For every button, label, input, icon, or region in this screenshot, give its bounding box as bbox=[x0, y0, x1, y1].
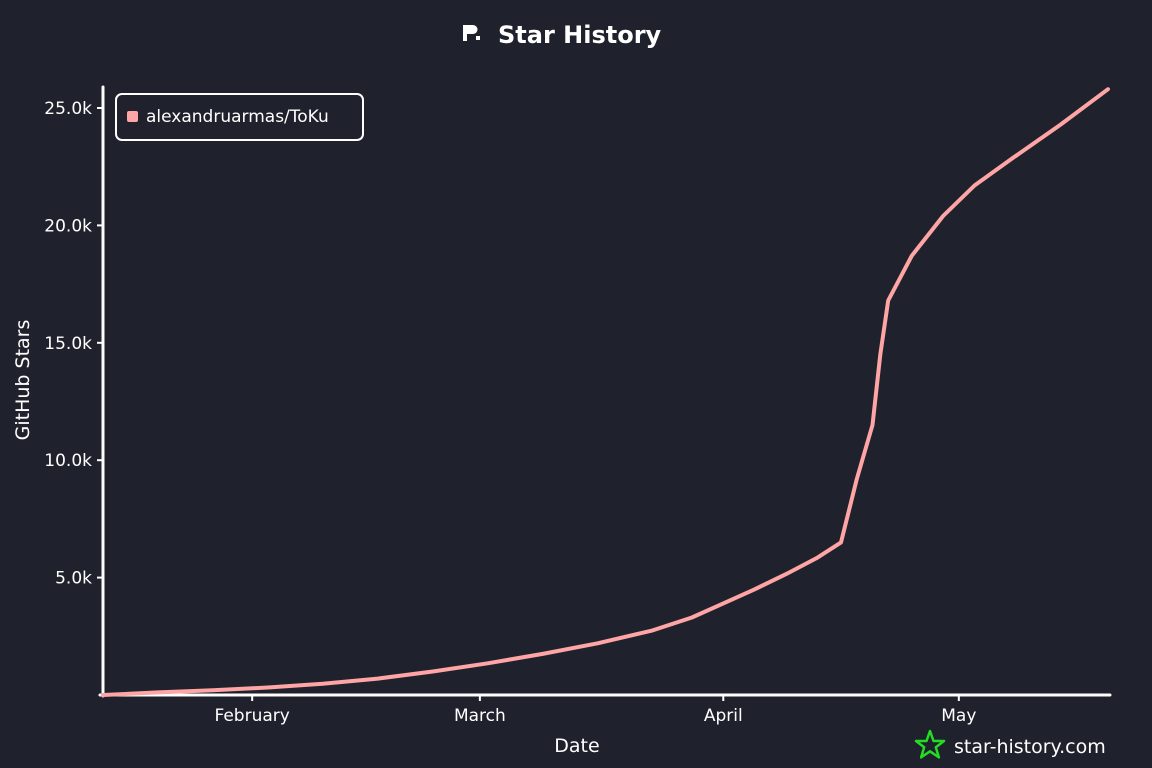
star-outline-icon bbox=[914, 729, 946, 759]
data-point bbox=[941, 214, 945, 218]
y-ticks: 5.0k 10.0k 15.0k 20.0k 25.0k bbox=[44, 99, 103, 589]
data-point bbox=[1059, 122, 1063, 126]
data-point bbox=[156, 690, 160, 694]
data-point bbox=[486, 661, 490, 665]
axes bbox=[98, 85, 1112, 698]
y-tick-label: 5.0k bbox=[55, 569, 92, 589]
y-axis-label: GitHub Stars bbox=[12, 320, 34, 441]
series-layer bbox=[101, 87, 1110, 697]
data-point bbox=[211, 688, 215, 692]
data-point bbox=[101, 693, 105, 697]
x-ticks: February March April May bbox=[215, 695, 976, 726]
data-point bbox=[870, 423, 874, 427]
data-point bbox=[753, 587, 757, 591]
legend: alexandruarmas/ToKu bbox=[115, 93, 364, 141]
data-point bbox=[376, 677, 380, 681]
watermark-text: star-history.com bbox=[954, 736, 1106, 758]
data-point bbox=[815, 556, 819, 560]
data-point bbox=[266, 685, 270, 689]
data-point bbox=[886, 299, 890, 303]
x-tick-label: March bbox=[454, 706, 506, 726]
x-tick-label: February bbox=[215, 706, 290, 726]
data-point bbox=[784, 572, 788, 576]
data-point bbox=[541, 652, 545, 656]
y-tick-label: 25.0k bbox=[44, 99, 92, 119]
data-point bbox=[721, 601, 725, 605]
data-point bbox=[651, 628, 655, 632]
legend-box bbox=[115, 93, 364, 141]
x-axis-label: Date bbox=[554, 735, 599, 757]
data-point bbox=[973, 183, 977, 187]
data-point bbox=[910, 254, 914, 258]
legend-swatch bbox=[127, 111, 138, 122]
data-point bbox=[839, 540, 843, 544]
data-point bbox=[321, 682, 325, 686]
x-tick-label: April bbox=[704, 706, 743, 726]
data-point bbox=[690, 616, 694, 620]
data-point bbox=[1106, 87, 1110, 91]
chart-title: Star History bbox=[498, 21, 662, 49]
series-line bbox=[101, 87, 1110, 697]
data-point bbox=[1012, 155, 1016, 159]
data-point bbox=[431, 670, 435, 674]
y-tick-label: 10.0k bbox=[44, 451, 92, 471]
star-history-logo-icon bbox=[463, 25, 480, 41]
data-point bbox=[855, 477, 859, 481]
x-tick-label: May bbox=[941, 706, 976, 726]
y-tick-label: 20.0k bbox=[44, 216, 92, 236]
legend-entry-label: alexandruarmas/ToKu bbox=[146, 107, 329, 127]
data-point bbox=[878, 353, 882, 357]
watermark: star-history.com bbox=[914, 729, 1106, 759]
y-tick-label: 15.0k bbox=[44, 334, 92, 354]
chart-header: Star History bbox=[463, 21, 662, 49]
data-point bbox=[596, 641, 600, 645]
